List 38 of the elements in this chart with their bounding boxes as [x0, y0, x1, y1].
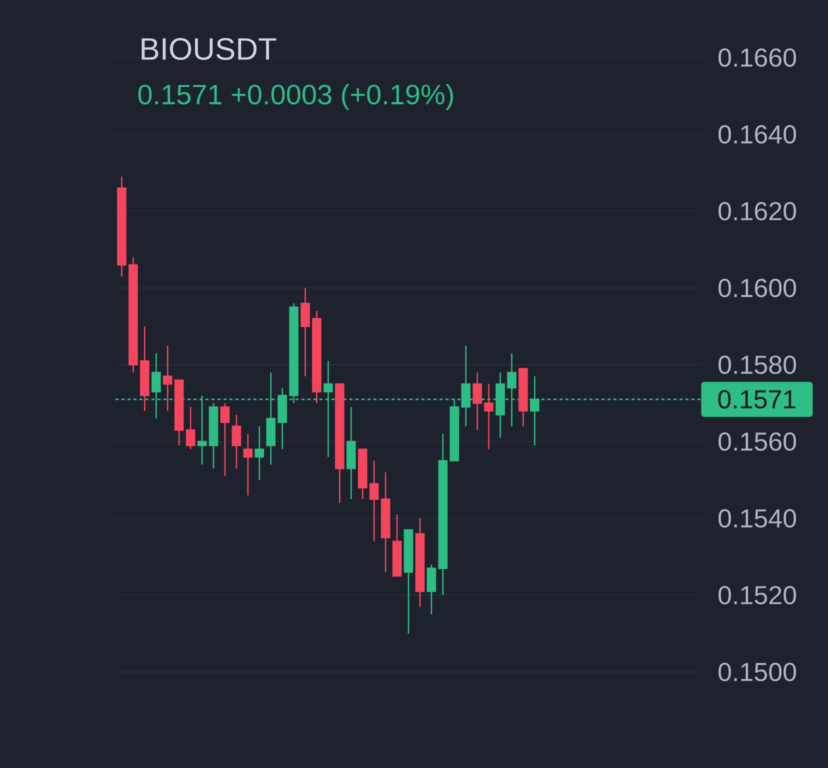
candlestick	[117, 176, 126, 278]
candlestick	[415, 518, 425, 608]
candlestick	[186, 406, 196, 450]
candlestick	[220, 402, 230, 477]
y-tick-label: 0.1540	[718, 509, 796, 528]
y-tick-label: 0.1580	[718, 356, 796, 374]
candlestick	[346, 406, 356, 500]
candlestick	[404, 529, 414, 634]
candlestick	[208, 402, 218, 470]
candlestick	[162, 344, 172, 412]
y-tick-label: 0.1520	[718, 586, 796, 604]
y-tick-label: 0.1660	[718, 48, 796, 67]
candlestick	[426, 564, 436, 616]
candlestick	[254, 426, 264, 481]
candlestick	[232, 414, 242, 470]
candlestick	[438, 433, 448, 596]
candlestick	[300, 287, 310, 377]
candlestick	[128, 256, 138, 374]
candlestick	[278, 387, 287, 450]
y-tick-label: 0.1640	[718, 125, 796, 144]
candlestick	[312, 310, 322, 404]
candlestick	[518, 368, 528, 427]
candlestick	[484, 383, 494, 450]
y-tick-label: 0.1560	[718, 432, 796, 451]
candlestick	[472, 372, 482, 431]
candlestick	[392, 514, 402, 577]
y-tick-label: 0.1620	[718, 202, 796, 220]
candlestick	[140, 326, 150, 412]
candlestick	[358, 448, 368, 500]
ref-line-label: 0.1571	[718, 390, 796, 409]
candlestick	[335, 383, 344, 504]
candlestick	[174, 379, 184, 446]
y-tick-label: 0.1500	[718, 662, 796, 682]
candlestick	[369, 460, 379, 542]
candlestick	[380, 472, 390, 573]
y-tick-label: 0.1600	[718, 278, 796, 298]
text: BIOUSDT	[142, 38, 276, 60]
text: 0.1571 +0.0003 (+0.19%)	[138, 84, 453, 110]
